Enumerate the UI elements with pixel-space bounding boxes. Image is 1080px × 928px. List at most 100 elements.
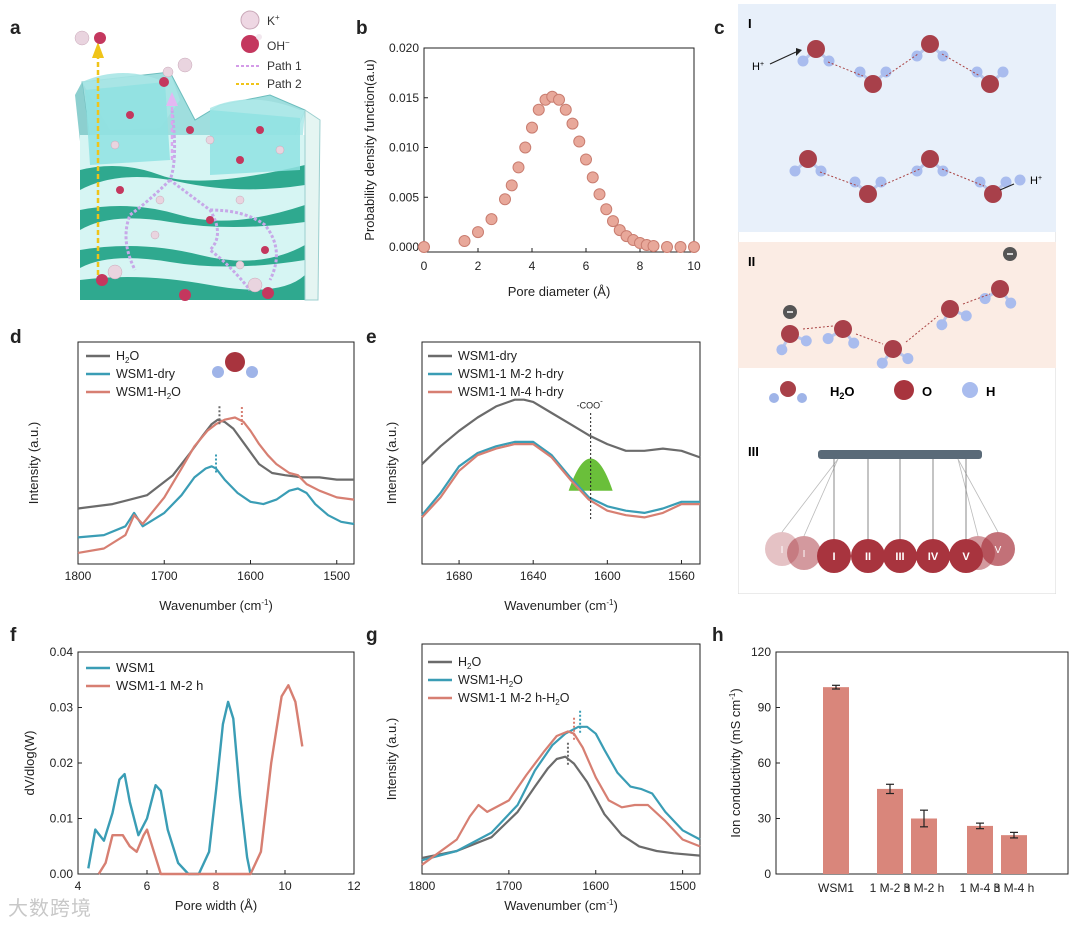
plot-frame-e xyxy=(421,341,701,565)
legend-label-d-0: H2O xyxy=(116,349,139,365)
data-point-b-28 xyxy=(674,241,687,254)
panel-label-h: h xyxy=(712,625,724,646)
chart-h-ion-conductivity: 0 30 60 90 120 WSM1 1 M-2 h3 M-2 h 1 M-4 h3 M-4… xyxy=(728,645,1069,895)
bar-h-1 xyxy=(877,788,903,874)
legend-label-g-2: WSM1-1 M-2 h-H2O xyxy=(458,691,570,707)
coo-annotation: -COO- xyxy=(577,397,604,411)
legend-oh: OH− xyxy=(267,38,290,53)
cradle-ball-label-2: III xyxy=(895,551,904,563)
section-III-label: III xyxy=(748,444,759,459)
x-tick-label-b-4: 8 xyxy=(637,259,644,273)
bar-h-0 xyxy=(823,687,849,874)
data-point-b-14 xyxy=(566,117,579,130)
data-point-b-8 xyxy=(526,121,538,134)
y-tick-label-h-4: 120 xyxy=(751,645,771,659)
ghost-ball-3 xyxy=(981,532,1015,566)
y-tick-label-h-3: 90 xyxy=(758,701,772,715)
plot-frame-d xyxy=(77,341,355,565)
legend-label-e-1: WSM1-1 M-2 h-dry xyxy=(458,367,564,381)
data-point-b-29 xyxy=(688,241,700,254)
data-point-b-6 xyxy=(512,161,525,174)
cradle-ball-label-1: II xyxy=(865,551,871,563)
chart-b-pore-distribution: 0.000 0.005 0.010 0.015 0.020 0 2 4 6 8 10 Pore dia… xyxy=(362,41,701,299)
data-point-b-16 xyxy=(580,153,592,166)
y-axis-label-b: Probability density function(a.u) xyxy=(362,59,377,240)
water-molecule-row3-2 xyxy=(876,340,914,369)
data-point-b-0 xyxy=(418,241,430,254)
x-axis-label-g: Wavenumber (cm-1) xyxy=(504,898,618,913)
x-tick-label-h-0: WSM1 xyxy=(818,881,854,895)
y-axis-label-g: Intensity (a.u.) xyxy=(384,718,399,800)
chart-f-pore-width: 0.00 0.01 0.02 0.03 0.04 4 6 8 10 12 WSM1 WSM1-1 M-… xyxy=(22,645,360,913)
panel-label-b: b xyxy=(356,18,368,39)
x-tick-label-h-2: 3 M-2 h xyxy=(904,881,945,895)
data-point-b-19 xyxy=(600,203,613,216)
data-point-b-3 xyxy=(485,213,498,226)
data-point-b-5 xyxy=(505,179,518,192)
data-point-b-12 xyxy=(553,93,565,106)
chart-e-ftir: 1680 1640 1600 1560 -COO- WSM1-dry WSM1-1 M-2 … xyxy=(384,341,701,613)
newtons-cradle: IIVVIIIIIIIVV xyxy=(765,458,1015,573)
series-line-d-2 xyxy=(77,416,355,554)
data-point-b-2 xyxy=(472,226,484,239)
y-axis-label-e: Intensity (a.u.) xyxy=(384,422,399,504)
x-axis-label-b: Pore diameter (Å) xyxy=(508,284,611,299)
section-I-label: I xyxy=(748,16,752,31)
y-tick-label-b-1: 0.005 xyxy=(389,190,419,204)
water-molecule-row1-2 xyxy=(911,35,949,62)
legend-label-f-0: WSM1 xyxy=(116,660,155,675)
water-molecule-row2-3 xyxy=(974,176,1012,203)
water-molecule-row3-3 xyxy=(936,300,972,331)
water-molecule-row3-1 xyxy=(822,320,860,349)
x-tick-label-f-0: 4 xyxy=(75,879,82,893)
series-line-d-0 xyxy=(77,418,354,510)
x-tick-label-h-3: 1 M-4 h xyxy=(960,881,1001,895)
water-molecules xyxy=(776,35,1026,369)
data-point-b-7 xyxy=(519,141,532,154)
series-line-f-1 xyxy=(97,684,304,876)
panel-label-a: a xyxy=(10,18,21,39)
cradle-bar xyxy=(818,450,982,459)
y-tick-label-h-1: 30 xyxy=(758,812,772,826)
y-tick-label-h-2: 60 xyxy=(758,756,772,770)
oxygen-icon xyxy=(894,380,914,400)
y-tick-label-b-3: 0.015 xyxy=(389,91,419,105)
x-tick-label-b-2: 4 xyxy=(529,259,536,273)
hydrogen-icon xyxy=(962,382,978,398)
water-molecule-row1-3 xyxy=(971,66,1009,93)
cradle-ball-label-0: I xyxy=(832,551,835,563)
h-plus-label-right: H+ xyxy=(1030,175,1042,187)
legend-label-g-0: H2O xyxy=(458,655,481,671)
panel-label-e: e xyxy=(366,327,377,348)
panel-c-legend: H2O O H xyxy=(769,380,995,403)
x-tick-label-g-0: 1800 xyxy=(409,879,436,893)
x-tick-label-b-5: 10 xyxy=(687,259,701,273)
series-line-g-1 xyxy=(421,725,701,862)
series-line-e-1 xyxy=(421,440,700,516)
legend-label-d-2: WSM1-H2O xyxy=(116,385,181,401)
legend-path1: Path 1 xyxy=(267,59,302,73)
series-line-e-0 xyxy=(421,398,701,465)
cradle-ball-1 xyxy=(851,539,885,573)
panel-label-c: c xyxy=(714,18,725,39)
panel-a-legend: K+ OH− Path 1 Path 2 xyxy=(236,10,302,91)
y-tick-label-b-2: 0.010 xyxy=(389,141,419,155)
data-point-b-17 xyxy=(586,171,599,184)
data-point-b-18 xyxy=(593,188,606,201)
legend-k: K+ xyxy=(267,13,280,28)
ghost-ball-1 xyxy=(787,536,821,570)
chart-d-ftir: 1800 1700 1600 1500 H2O WSM1-dry WSM1-H2O Waven… xyxy=(26,341,355,613)
panel-c-mechanism: I II III H+ H+ H2O O H IIVVIIIIIIIVV xyxy=(737,3,1057,595)
x-tick-label-e-3: 1560 xyxy=(668,569,695,583)
y-tick-label-f-4: 0.04 xyxy=(50,645,74,659)
water-molecule-row3-0 xyxy=(776,325,812,356)
x-tick-label-f-4: 12 xyxy=(347,879,360,893)
legend-h2o: H2O xyxy=(830,384,855,401)
data-point-b-27 xyxy=(661,241,673,254)
x-tick-label-e-1: 1640 xyxy=(520,569,547,583)
x-tick-label-b-3: 6 xyxy=(583,259,590,273)
ghost-ball-label-3: V xyxy=(995,545,1002,556)
cradle-ball-3 xyxy=(916,539,950,573)
x-tick-label-g-1: 1700 xyxy=(496,879,523,893)
chart-g-ftir: 1800 1700 1600 1500 H2O WSM1-H2O WSM1-1 M-2 h-… xyxy=(384,643,701,913)
